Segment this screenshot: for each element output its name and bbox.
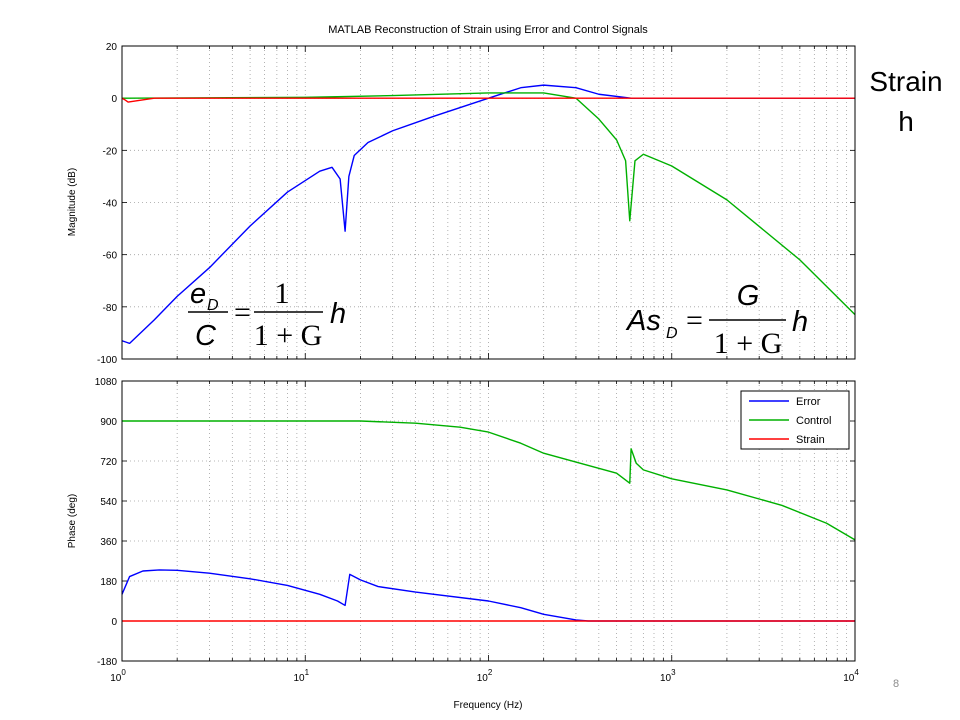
- series-line-error: [121, 569, 855, 622]
- legend-label-error: Error: [796, 396, 821, 408]
- y-tick-label: -20: [103, 146, 118, 157]
- x-tick-label: 101: [293, 668, 309, 684]
- x-tick-exponent: 4: [854, 668, 859, 677]
- phase-axes-box: [121, 380, 856, 662]
- x-tick-base: 10: [110, 673, 122, 684]
- y-tick-label: 900: [100, 417, 117, 428]
- x-tick-exponent: 3: [671, 668, 676, 677]
- y-tick-label: 720: [100, 457, 117, 468]
- x-tick-label: 100: [110, 668, 126, 684]
- x-tick-label: 104: [843, 668, 859, 684]
- phase-xlabel: Frequency (Hz): [454, 700, 523, 711]
- y-tick-label: -100: [97, 355, 117, 366]
- phase-series: [121, 420, 856, 622]
- phase-grid: [122, 381, 855, 661]
- eq-left-equals: =: [234, 296, 251, 329]
- y-tick-label: 540: [100, 497, 117, 508]
- equation-left: e D C = 1 1 + G h: [188, 277, 346, 352]
- chart-title: MATLAB Reconstruction of Strain using Er…: [328, 24, 648, 36]
- side-label-line1: Strain: [869, 66, 943, 97]
- side-label-line2: h: [898, 106, 914, 137]
- y-tick-label: 0: [111, 617, 117, 628]
- eq-right-lhs: As: [625, 305, 661, 337]
- eq-left-rhs-denominator: 1 + G: [254, 319, 323, 352]
- magnitude-axes-box: [121, 45, 856, 360]
- eq-left-variable: h: [330, 298, 346, 330]
- x-tick-exponent: 1: [305, 668, 310, 677]
- x-tick-exponent: 2: [488, 668, 493, 677]
- y-tick-label: 0: [111, 94, 117, 105]
- y-tick-label: 180: [100, 577, 117, 588]
- phase-ylabel: Phase (deg): [67, 494, 78, 548]
- x-tick-base: 10: [293, 673, 305, 684]
- page-number: 8: [893, 678, 900, 690]
- y-tick-label: -40: [103, 199, 118, 210]
- y-tick-label: -60: [103, 251, 118, 262]
- y-tick-label: -180: [97, 657, 117, 668]
- eq-right-lhs-sub: D: [666, 325, 678, 342]
- magnitude-ylabel: Magnitude (dB): [67, 168, 78, 236]
- eq-left-numerator: e: [190, 278, 206, 310]
- series-line-strain: [121, 97, 855, 103]
- y-tick-label: 1080: [95, 377, 118, 388]
- legend-label-control: Control: [796, 415, 831, 427]
- eq-right-variable: h: [792, 306, 808, 338]
- legend: Error Control Strain: [740, 390, 850, 450]
- x-tick-base: 10: [477, 673, 489, 684]
- x-tick-base: 10: [843, 673, 855, 684]
- eq-right-equals: =: [686, 304, 703, 337]
- x-tick-label: 103: [660, 668, 676, 684]
- legend-label-strain: Strain: [796, 434, 825, 446]
- eq-left-numerator-sub: D: [207, 297, 219, 314]
- magnitude-series: [121, 84, 856, 345]
- y-tick-label: 20: [106, 42, 118, 53]
- y-tick-label: -80: [103, 303, 118, 314]
- equation-right: As D = G 1 + G h: [625, 280, 808, 360]
- phase-y-ticks: 1080 900 720 540 360 180 0 -180: [95, 377, 855, 668]
- eq-left-rhs-numerator: 1: [275, 277, 290, 310]
- eq-right-rhs-numerator: G: [737, 280, 760, 312]
- x-tick-base: 10: [660, 673, 672, 684]
- series-line-control: [121, 92, 856, 316]
- eq-right-rhs-denominator: 1 + G: [714, 327, 783, 360]
- y-tick-label: 360: [100, 537, 117, 548]
- series-line-control: [122, 420, 856, 541]
- side-label: Strain h: [860, 62, 952, 142]
- eq-left-denominator: C: [195, 320, 217, 352]
- x-tick-label: 102: [477, 668, 493, 684]
- x-tick-exponent: 0: [121, 668, 126, 677]
